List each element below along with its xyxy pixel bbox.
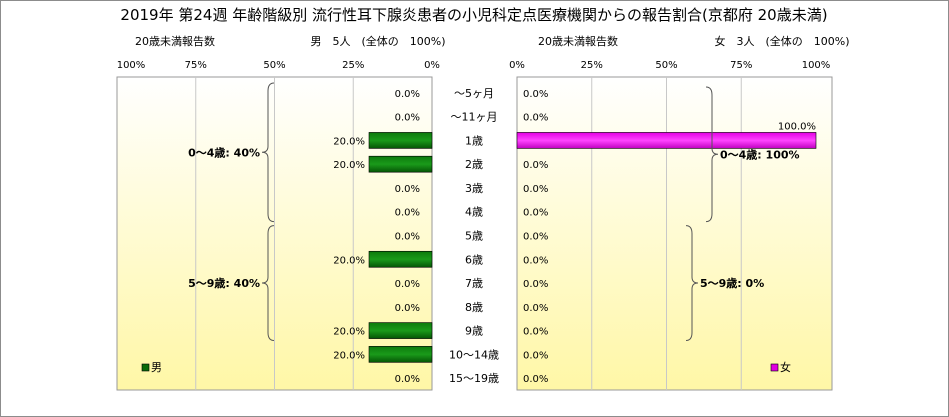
age-category-label: ～5ヶ月 bbox=[454, 87, 494, 100]
male-value-label: 0.0% bbox=[395, 208, 420, 219]
female-tick-label: 25% bbox=[581, 60, 603, 71]
male-value-label: 20.0% bbox=[333, 136, 365, 147]
male-tick-label: 25% bbox=[342, 60, 364, 71]
age-category-label: 9歳 bbox=[465, 325, 483, 338]
age-category-label: 7歳 bbox=[465, 277, 483, 290]
female-tick-label: 50% bbox=[655, 60, 677, 71]
female-tick-label: 75% bbox=[730, 60, 752, 71]
age-category-label: 15～19歳 bbox=[449, 372, 499, 385]
female-value-label: 0.0% bbox=[523, 279, 548, 290]
age-category-label: 4歳 bbox=[465, 206, 483, 219]
right-caption: 20歳未満報告数 bbox=[538, 35, 618, 48]
male-legend-swatch bbox=[141, 363, 150, 372]
female-group-bracket bbox=[705, 86, 719, 223]
male-value-label: 0.0% bbox=[395, 279, 420, 290]
female-value-label: 0.0% bbox=[523, 374, 548, 385]
female-value-label: 0.0% bbox=[523, 255, 548, 266]
age-category-label: ～11ヶ月 bbox=[451, 111, 498, 124]
female-value-label: 0.0% bbox=[523, 303, 548, 314]
male-bar bbox=[368, 346, 433, 363]
age-category-label: 1歳 bbox=[465, 134, 483, 147]
male-group-label: 0～4歳: 40% bbox=[188, 145, 260, 159]
age-category-label: 5歳 bbox=[465, 230, 483, 243]
male-tick-label: 75% bbox=[185, 60, 207, 71]
female-tick-label: 100% bbox=[802, 60, 831, 71]
age-category-label: 2歳 bbox=[465, 158, 483, 171]
female-value-label: 0.0% bbox=[523, 184, 548, 195]
male-plot-area: 100% 75% 50% 25% 0% 0.0% 0.0% 20.0% 20.0% 0.0% 0.0… bbox=[116, 60, 440, 391]
male-tick-label: 100% bbox=[117, 60, 146, 71]
age-category-labels: ～5ヶ月 ～11ヶ月 1歳 2歳 3歳 4歳 5歳 6歳 7歳 8歳 9歳 10～14歳 15～19歳 bbox=[449, 87, 499, 385]
left-caption: 20歳未満報告数 bbox=[135, 35, 215, 48]
female-value-label: 0.0% bbox=[523, 232, 548, 243]
right-summary: 女 3人 (全体の 100%) bbox=[714, 34, 849, 48]
female-plot-area: 0% 25% 50% 75% 100% 0.0% 0.0% 100.0% 0.0% 0.0% 0.0… bbox=[509, 60, 833, 391]
age-category-label: 10～14歳 bbox=[449, 348, 499, 361]
male-value-label: 0.0% bbox=[395, 184, 420, 195]
male-value-label: 0.0% bbox=[395, 374, 420, 385]
male-value-label: 0.0% bbox=[395, 89, 420, 100]
left-summary: 男 5人 (全体の 100%) bbox=[310, 34, 445, 48]
female-bar bbox=[516, 132, 817, 149]
male-group-bracket bbox=[261, 225, 275, 341]
age-category-label: 3歳 bbox=[465, 182, 483, 195]
female-value-label: 100.0% bbox=[778, 121, 816, 132]
male-value-label: 20.0% bbox=[333, 350, 365, 361]
female-legend-label: 女 bbox=[780, 360, 791, 374]
female-tick-label: 0% bbox=[509, 60, 525, 71]
male-value-label: 20.0% bbox=[333, 160, 365, 171]
male-bar bbox=[368, 155, 433, 173]
female-value-label: 0.0% bbox=[523, 350, 548, 361]
female-value-label: 0.0% bbox=[523, 327, 548, 338]
female-value-label: 0.0% bbox=[523, 113, 548, 124]
male-legend-label: 男 bbox=[151, 361, 162, 374]
female-value-label: 0.0% bbox=[523, 160, 548, 171]
female-plot-background bbox=[516, 76, 833, 391]
male-bar bbox=[368, 322, 433, 339]
female-legend: 女 bbox=[770, 360, 791, 374]
male-value-label: 20.0% bbox=[333, 255, 365, 266]
female-group-label: 0～4歳: 100% bbox=[720, 147, 800, 161]
male-bar bbox=[368, 132, 433, 149]
male-group-label: 5～9歳: 40% bbox=[188, 276, 260, 290]
male-bar bbox=[368, 250, 433, 268]
male-group-bracket bbox=[261, 82, 275, 223]
female-group-label: 5～9歳: 0% bbox=[700, 276, 764, 290]
male-value-label: 20.0% bbox=[333, 327, 365, 338]
female-value-label: 0.0% bbox=[523, 208, 548, 219]
female-legend-swatch bbox=[770, 363, 779, 372]
age-category-label: 6歳 bbox=[465, 253, 483, 266]
male-legend: 男 bbox=[141, 361, 162, 374]
male-tick-label: 50% bbox=[263, 60, 285, 71]
male-value-label: 0.0% bbox=[395, 303, 420, 314]
age-category-label: 8歳 bbox=[465, 301, 483, 314]
male-tick-label: 0% bbox=[424, 60, 440, 71]
female-group-bracket bbox=[685, 225, 699, 341]
male-value-label: 0.0% bbox=[395, 113, 420, 124]
chart-title: 2019年 第24週 年齢階級別 流行性耳下腺炎患者の小児科定点医療機関からの報… bbox=[120, 6, 827, 24]
male-value-label: 0.0% bbox=[395, 232, 420, 243]
female-value-label: 0.0% bbox=[523, 89, 548, 100]
